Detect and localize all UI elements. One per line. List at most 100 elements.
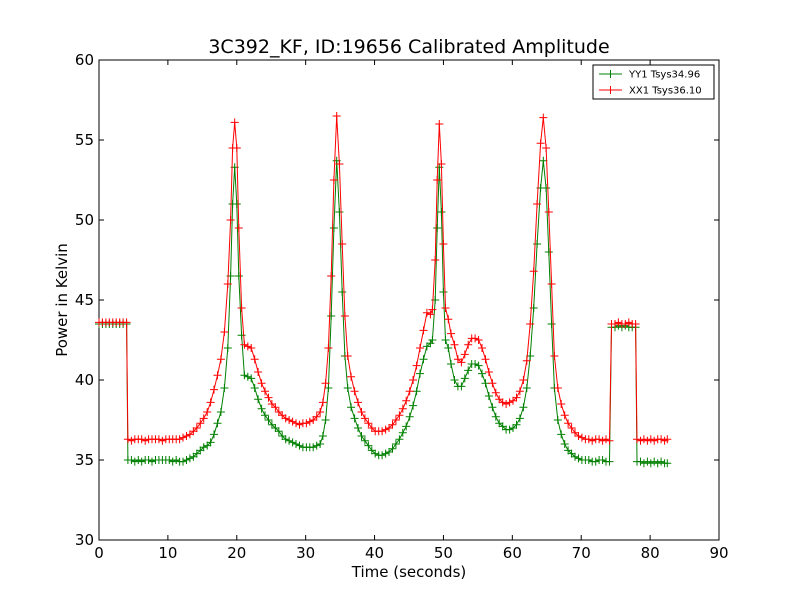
data-point-yy1	[321, 416, 330, 424]
data-point-yy1	[522, 384, 531, 392]
chart-title: 3C392_KF, ID:19656 Calibrated Amplitude	[208, 36, 609, 58]
data-point-yy1	[388, 444, 397, 453]
data-point-yy1	[371, 449, 380, 458]
y-tick-label: 55	[75, 131, 94, 149]
data-point-xx1	[515, 387, 524, 396]
data-point-yy1	[471, 360, 480, 368]
data-point-xx1	[398, 404, 407, 413]
data-point-xx1	[433, 176, 442, 184]
data-point-xx1	[274, 408, 283, 416]
data-point-xx1	[509, 396, 517, 405]
data-point-xx1	[234, 224, 243, 232]
data-point-yy1	[274, 427, 283, 436]
data-point-yy1	[398, 428, 407, 437]
x-tick-label: 60	[503, 544, 522, 562]
data-point-yy1	[261, 411, 269, 420]
data-point-xx1	[488, 379, 497, 388]
data-point-yy1	[567, 449, 576, 458]
data-point-xx1	[354, 398, 362, 407]
data-point-yy1	[495, 419, 504, 428]
data-point-xx1	[185, 430, 194, 439]
data-point-yy1	[203, 441, 212, 450]
data-point-yy1	[257, 404, 266, 413]
x-tick-label: 30	[296, 544, 315, 562]
data-point-xx1	[631, 320, 640, 328]
data-point-xx1	[598, 436, 607, 445]
data-point-yy1	[457, 382, 466, 391]
y-axis-label: Power in Kelvin	[53, 243, 71, 357]
data-point-yy1	[428, 336, 437, 344]
data-point-yy1	[447, 360, 455, 368]
data-point-xx1	[491, 388, 500, 397]
data-point-xx1	[402, 396, 411, 405]
data-point-yy1	[130, 457, 139, 466]
data-point-yy1	[250, 384, 259, 392]
data-point-xx1	[536, 139, 545, 148]
data-point-xx1	[614, 318, 623, 327]
data-point-xx1	[453, 355, 462, 364]
data-point-xx1	[431, 256, 440, 264]
data-point-yy1	[636, 457, 645, 466]
data-point-yy1	[402, 422, 411, 431]
data-point-yy1	[309, 443, 318, 452]
data-point-yy1	[292, 440, 300, 448]
data-point-yy1	[650, 457, 659, 466]
data-point-yy1	[571, 452, 579, 461]
data-point-xx1	[332, 112, 341, 120]
data-point-xx1	[324, 344, 333, 352]
data-point-xx1	[457, 358, 466, 367]
data-point-yy1	[240, 371, 249, 380]
data-point-xx1	[544, 208, 553, 216]
data-point-xx1	[416, 344, 424, 352]
data-point-xx1	[182, 432, 191, 440]
data-point-yy1	[512, 420, 521, 429]
data-point-yy1	[478, 369, 486, 378]
x-tick-label: 80	[641, 544, 660, 562]
data-point-yy1	[547, 320, 556, 328]
data-point-xx1	[481, 355, 490, 364]
data-point-xx1	[495, 395, 504, 404]
data-point-xx1	[588, 436, 597, 445]
data-point-xx1	[571, 428, 579, 437]
data-point-yy1	[542, 184, 551, 192]
data-point-yy1	[441, 336, 450, 344]
data-point-yy1	[144, 456, 153, 464]
series-layer	[95, 112, 672, 468]
data-point-yy1	[533, 240, 542, 248]
data-point-xx1	[391, 416, 400, 424]
data-point-xx1	[158, 436, 167, 445]
data-point-xx1	[574, 432, 583, 440]
data-point-yy1	[281, 435, 290, 444]
data-point-xx1	[230, 118, 239, 127]
data-point-xx1	[385, 424, 393, 432]
data-point-xx1	[350, 387, 359, 396]
data-point-xx1	[318, 398, 327, 407]
data-point-xx1	[650, 436, 659, 445]
data-point-xx1	[471, 334, 480, 343]
data-point-xx1	[312, 412, 321, 421]
data-point-xx1	[621, 320, 630, 328]
data-point-xx1	[378, 427, 387, 436]
data-point-xx1	[526, 320, 535, 328]
data-point-xx1	[220, 328, 229, 336]
data-point-xx1	[584, 435, 593, 444]
x-tick-label: 20	[227, 544, 246, 562]
data-point-yy1	[488, 403, 497, 412]
data-point-yy1	[439, 288, 448, 296]
data-point-xx1	[602, 435, 610, 444]
data-point-xx1	[321, 379, 330, 388]
data-point-yy1	[639, 459, 648, 468]
legend-box	[592, 64, 715, 100]
data-point-xx1	[550, 352, 559, 360]
data-point-xx1	[388, 420, 397, 429]
data-point-xx1	[223, 280, 232, 288]
data-point-xx1	[122, 318, 131, 327]
data-point-xx1	[435, 120, 444, 128]
data-point-yy1	[295, 441, 304, 450]
data-point-xx1	[305, 417, 314, 426]
data-point-xx1	[199, 414, 208, 423]
data-point-yy1	[460, 374, 469, 383]
data-point-yy1	[405, 412, 414, 421]
data-point-xx1	[343, 352, 352, 360]
y-tick-label: 45	[75, 291, 94, 309]
